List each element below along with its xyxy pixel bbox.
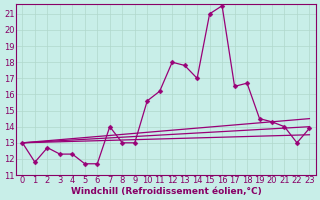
X-axis label: Windchill (Refroidissement éolien,°C): Windchill (Refroidissement éolien,°C) — [70, 187, 261, 196]
